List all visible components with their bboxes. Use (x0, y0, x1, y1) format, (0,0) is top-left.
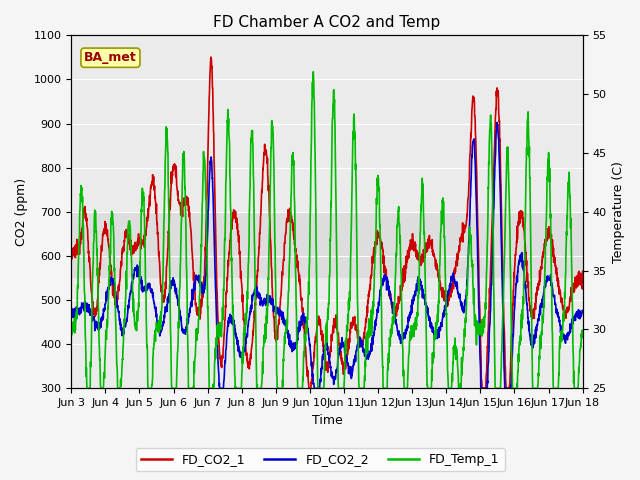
Y-axis label: Temperature (C): Temperature (C) (612, 161, 625, 263)
Text: BA_met: BA_met (84, 51, 137, 64)
Title: FD Chamber A CO2 and Temp: FD Chamber A CO2 and Temp (213, 15, 440, 30)
X-axis label: Time: Time (312, 414, 342, 427)
Bar (71, 212, 582, 278)
Y-axis label: CO2 (ppm): CO2 (ppm) (15, 178, 28, 246)
Legend: FD_CO2_1, FD_CO2_2, FD_Temp_1: FD_CO2_1, FD_CO2_2, FD_Temp_1 (136, 448, 504, 471)
